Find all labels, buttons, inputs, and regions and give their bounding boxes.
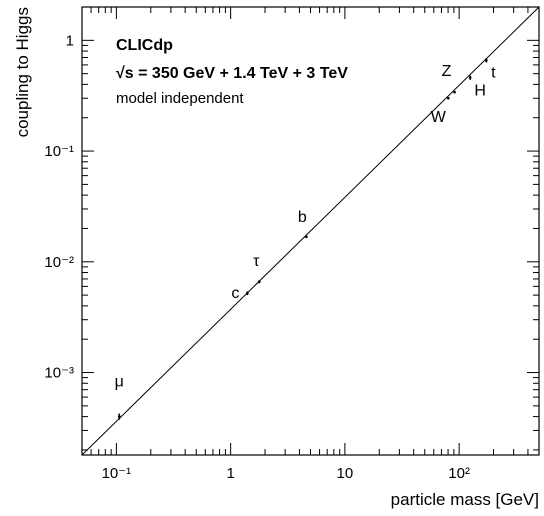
data-point xyxy=(485,59,488,62)
point-label: W xyxy=(431,109,447,126)
data-point xyxy=(305,235,308,239)
plot-frame xyxy=(81,6,540,456)
title-annotation: CLICdp xyxy=(116,37,173,54)
energy-annotation: √s = 350 GeV + 1.4 TeV + 3 TeV xyxy=(116,65,348,82)
data-point xyxy=(117,415,121,418)
point-label: τ xyxy=(253,253,260,270)
y-tick-label: 10⁻³ xyxy=(44,365,74,382)
data-point xyxy=(453,90,456,94)
reference-line xyxy=(81,6,540,456)
point-label: t xyxy=(491,64,496,81)
point-label: c xyxy=(231,285,239,302)
x-axis-label: particle mass [GeV] xyxy=(391,490,539,509)
x-tick-label: 10 xyxy=(337,465,354,482)
x-tick-label: 1 xyxy=(226,465,234,482)
points-layer: μ cτ b W Z Ht xyxy=(115,58,496,420)
data-point xyxy=(257,280,261,284)
y-tick-label: 1 xyxy=(66,32,74,49)
y-tick-label: 10⁻¹ xyxy=(44,143,74,160)
y-axis-label: coupling to Higgs xyxy=(13,7,32,137)
point-label: μ xyxy=(115,374,124,391)
data-point xyxy=(468,76,472,79)
point-label: Z xyxy=(442,63,452,80)
method-annotation: model independent xyxy=(116,90,244,107)
data-point xyxy=(447,96,450,100)
y-tick-label: 10⁻² xyxy=(44,254,74,271)
point-label: b xyxy=(298,209,307,226)
point-label: H xyxy=(474,83,486,100)
line-layer xyxy=(81,6,540,456)
x-tick-label: 10² xyxy=(448,465,470,482)
data-point xyxy=(246,291,249,295)
x-tick-label: 10⁻¹ xyxy=(102,465,132,482)
